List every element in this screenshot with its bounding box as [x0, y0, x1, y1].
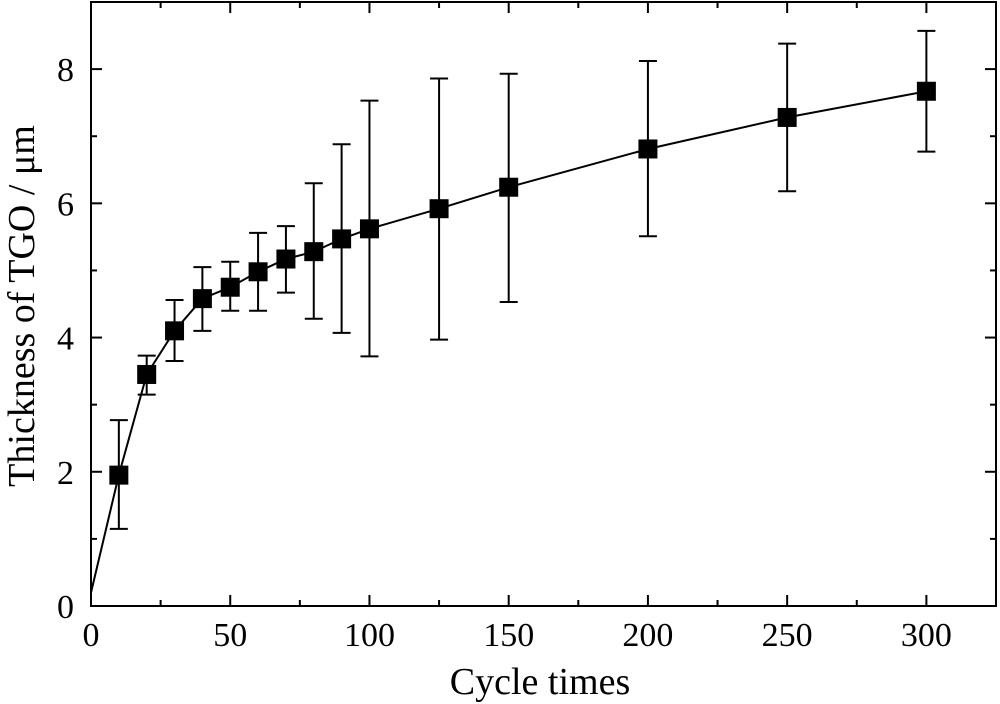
data-point-marker [359, 219, 379, 239]
data-point-marker [777, 107, 797, 127]
data-point-marker [192, 289, 212, 309]
data-point-marker [304, 242, 324, 262]
data-point-marker [109, 465, 129, 485]
data-point-marker [332, 229, 352, 249]
y-tick-label: 8 [57, 52, 74, 89]
data-point-marker [429, 199, 449, 219]
x-tick-label: 300 [901, 617, 952, 654]
y-tick-label: 6 [57, 186, 74, 223]
y-axis-label: Thickness of TGO / μm [1, 125, 43, 487]
y-tick-label: 0 [57, 589, 74, 626]
data-point-marker [499, 177, 519, 197]
series-line [90, 90, 927, 593]
axis-ticks: 0 50 100 150 200 250 300 0 2 4 6 8 [57, 2, 996, 654]
plot-frame [90, 1, 997, 607]
data-point-marker [916, 81, 936, 101]
x-axis-label: Cycle times [450, 661, 630, 703]
x-tick-label: 50 [213, 617, 247, 654]
data-point-marker [276, 249, 296, 269]
data-point-marker [137, 364, 157, 384]
y-tick-label: 2 [57, 455, 74, 492]
data-point-marker [165, 321, 185, 341]
data-layer [90, 29, 936, 593]
x-tick-label: 0 [83, 617, 100, 654]
data-point-marker [248, 262, 268, 282]
data-point-marker [638, 139, 658, 159]
x-tick-label: 250 [762, 617, 813, 654]
x-tick-label: 150 [483, 617, 534, 654]
x-tick-label: 200 [622, 617, 673, 654]
data-point-marker [220, 277, 240, 297]
x-tick-label: 100 [344, 617, 395, 654]
y-tick-label: 4 [57, 321, 74, 358]
